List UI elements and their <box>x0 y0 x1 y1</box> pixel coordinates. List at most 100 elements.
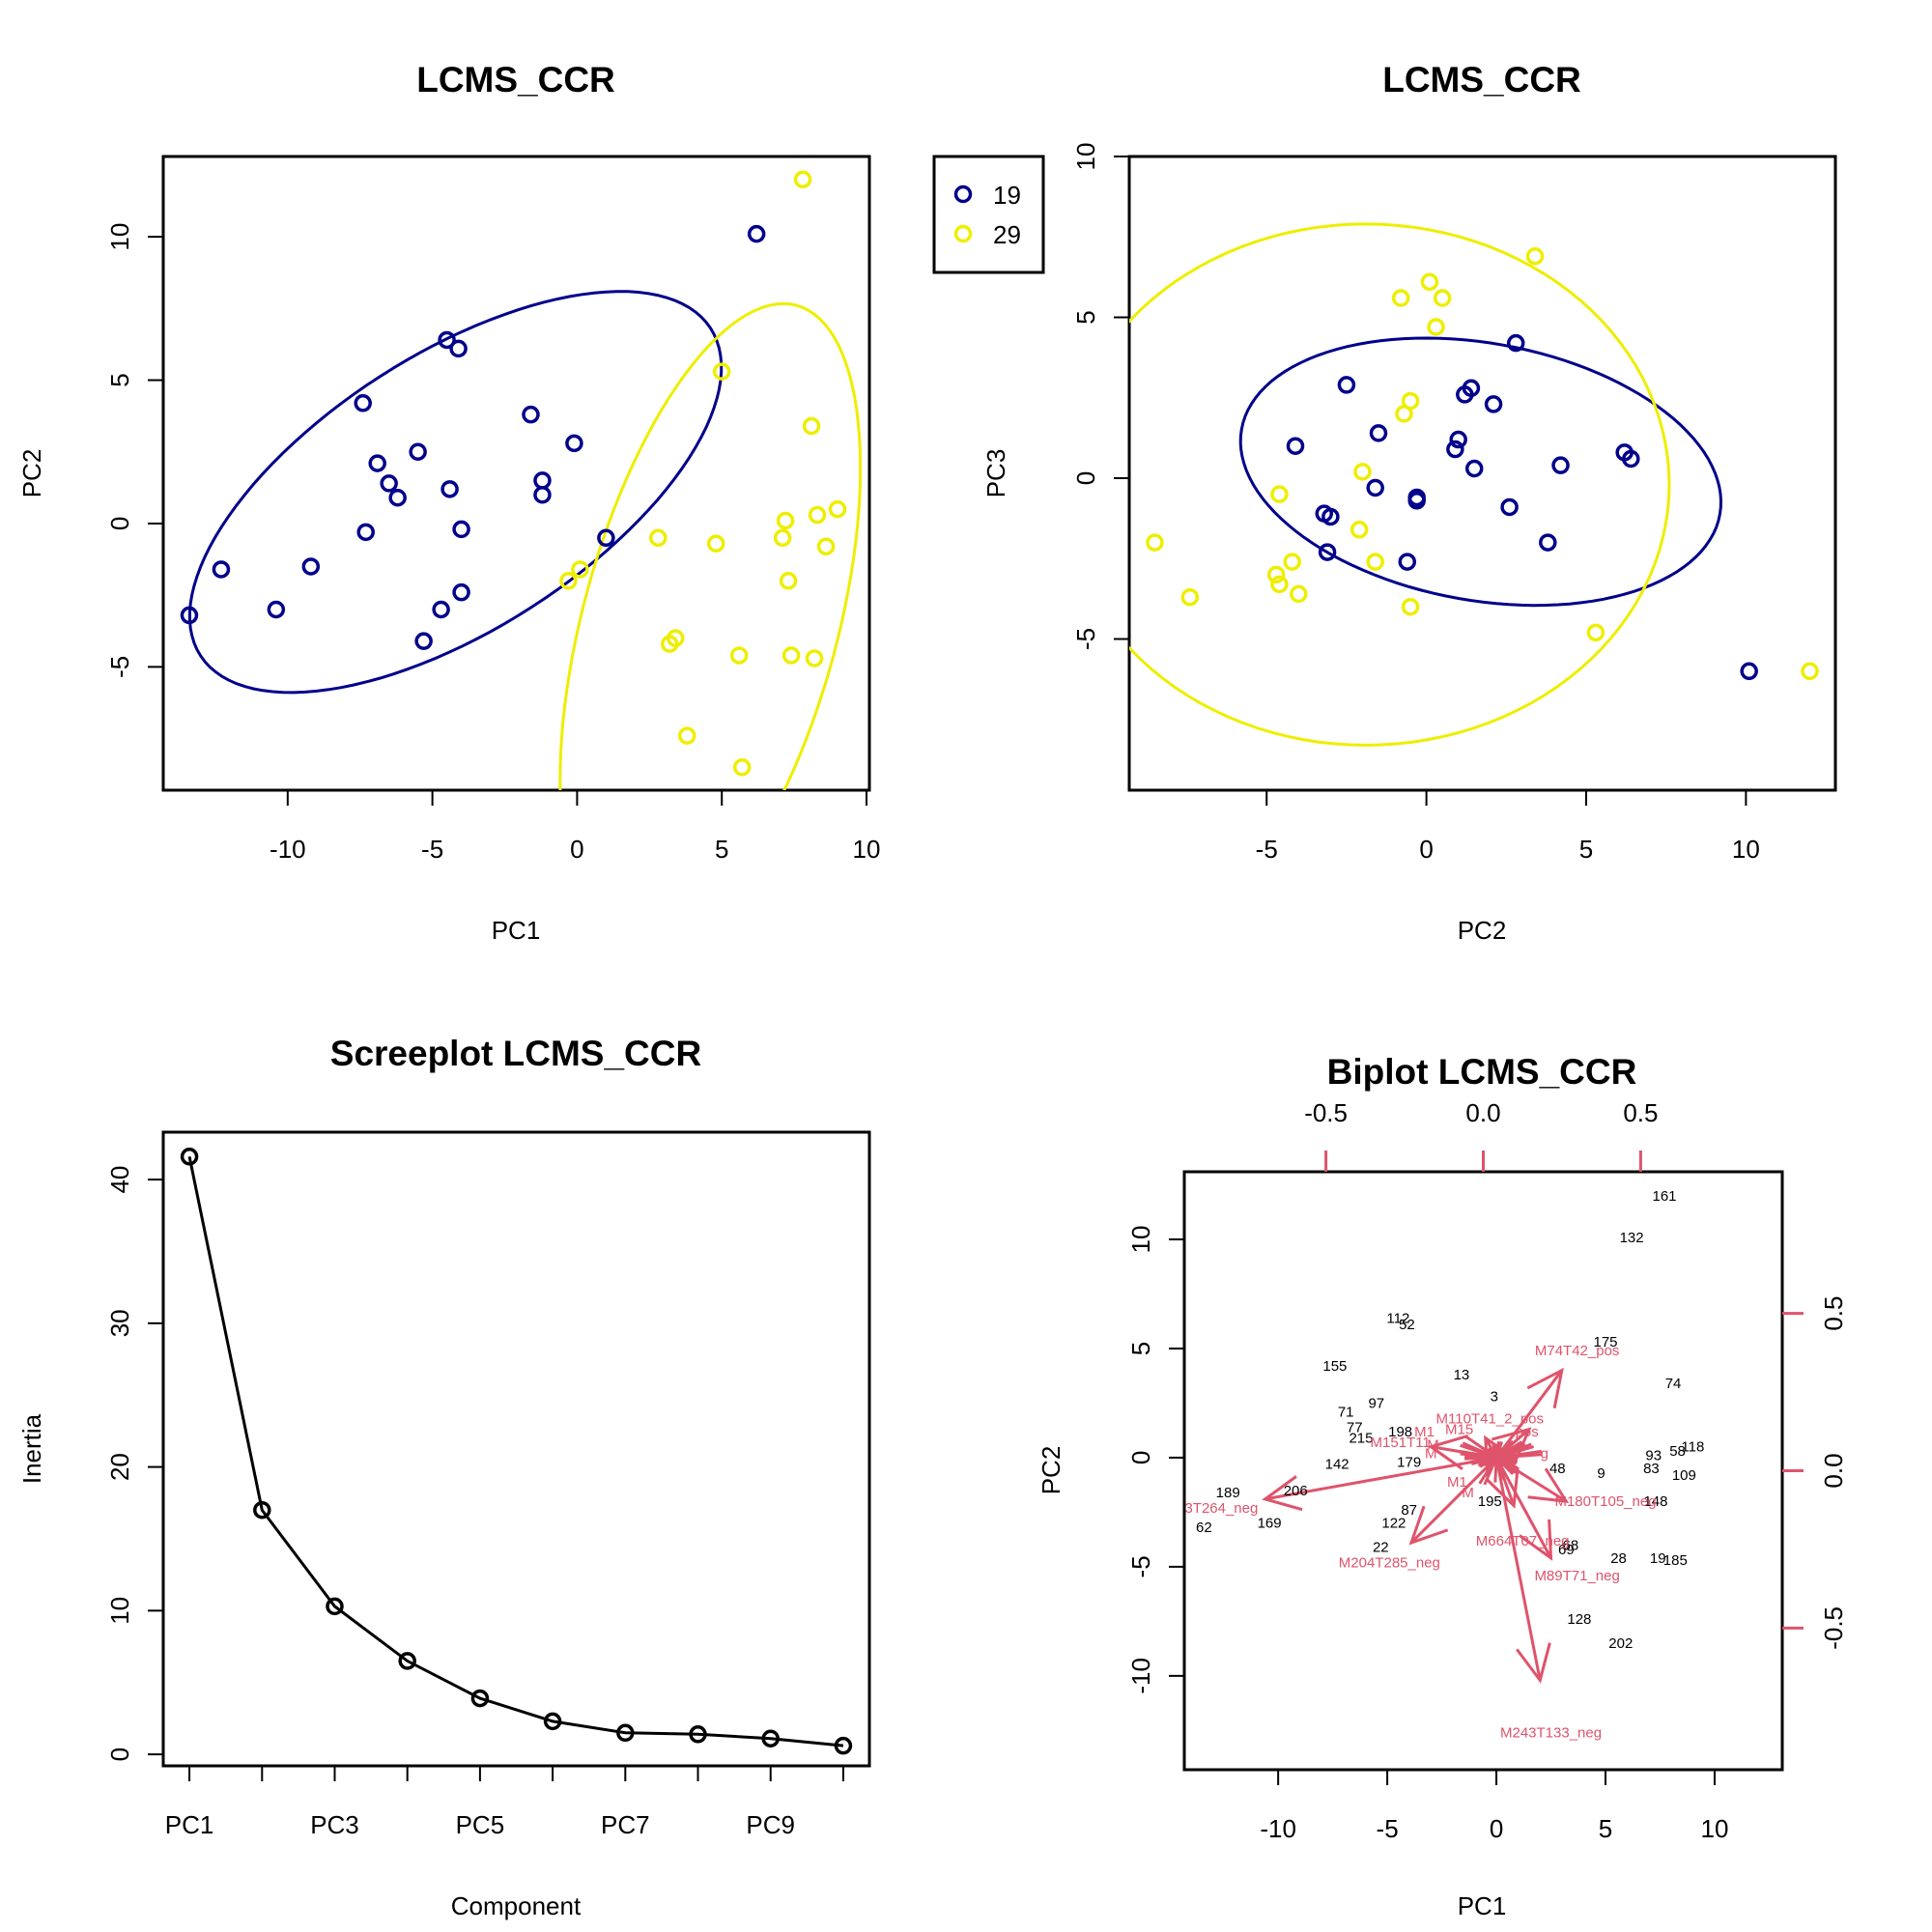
point-group-19 <box>301 557 321 576</box>
point-group-29 <box>779 572 798 590</box>
legend-box <box>932 155 1045 274</box>
legend-marker-29 <box>953 224 973 243</box>
scree-point-PC4 <box>398 1652 416 1670</box>
variable-label: pos <box>1516 1424 1539 1440</box>
sample-label: 3 <box>1491 1389 1498 1406</box>
loading-arrow-short <box>1494 1457 1506 1480</box>
p1-x-tick-label: -5 <box>421 835 443 864</box>
point-group-29 <box>678 726 696 745</box>
loading-arrow-head <box>1526 1367 1564 1409</box>
panel4-axes: -10 -5 0 5 10 -10 -5 0 5 10 <box>1126 1226 1728 1843</box>
sample-label: 161 <box>1652 1188 1676 1205</box>
scree-point-PC2 <box>253 1500 271 1520</box>
point-group-29 <box>1270 485 1289 503</box>
variable-label: M1 <box>1414 1424 1435 1440</box>
point-group-19 <box>409 442 427 461</box>
p4-x-tick-label: -5 <box>1377 1814 1399 1843</box>
point-group-29 <box>1420 272 1439 292</box>
point-group-29 <box>805 649 824 668</box>
loading-arrow-short <box>1495 1453 1543 1460</box>
loading-arrow-short <box>1495 1456 1517 1471</box>
p1-y-tick-label: 5 <box>105 373 134 386</box>
point-group-19 <box>1740 662 1758 681</box>
point-group-29 <box>781 646 801 665</box>
sample-label: 179 <box>1397 1454 1421 1470</box>
p1-x-tick-label: 5 <box>715 835 728 864</box>
p4-right-tick-label: -0.5 <box>1819 1606 1848 1650</box>
ellipse-group-29 <box>1129 222 1671 747</box>
point-group-29 <box>571 560 589 579</box>
point-group-19 <box>432 600 450 619</box>
point-group-19 <box>1484 395 1503 413</box>
point-group-19 <box>180 606 199 625</box>
variable-label: 3T264_neg <box>1184 1500 1258 1517</box>
sample-label: 9 <box>1597 1465 1605 1482</box>
loading-arrow-head <box>1519 1519 1553 1561</box>
point-group-19 <box>414 632 433 650</box>
sample-label: 87 <box>1401 1502 1417 1519</box>
sample-label: 77 <box>1347 1419 1363 1435</box>
panel1-y-label: PC2 <box>17 449 46 498</box>
point-group-29 <box>1586 623 1605 642</box>
point-group-19 <box>1446 440 1464 459</box>
point-group-29 <box>1391 289 1410 307</box>
p4-top-tick-label: 0.0 <box>1465 1098 1500 1127</box>
sample-label: 62 <box>1196 1520 1212 1536</box>
scree-point-PC8 <box>689 1725 707 1744</box>
point-group-19 <box>267 600 286 619</box>
panel4-x-label: PC1 <box>1458 1891 1507 1920</box>
sample-label: 19 <box>1650 1550 1666 1567</box>
panel1-ellipses <box>188 290 863 790</box>
legend-label-19: 19 <box>993 181 1021 210</box>
legend-marker-19 <box>953 185 973 204</box>
loading-arrow-head <box>1527 1467 1570 1503</box>
p2-y-tick-label: 0 <box>1071 471 1100 485</box>
panel2-title: LCMS_CCR <box>1382 60 1581 99</box>
panel4-y-label: PC2 <box>1037 1446 1065 1495</box>
p3-y-tick-label: 40 <box>105 1166 134 1194</box>
point-group-29 <box>816 537 836 555</box>
sample-label: 142 <box>1325 1457 1350 1473</box>
panel2-plot-frame <box>1127 155 1837 792</box>
p1-x-tick-label: -10 <box>270 835 306 864</box>
panel3-title: Screeplot LCMS_CCR <box>330 1034 701 1073</box>
variable-label: M180T105_neg <box>1554 1493 1656 1510</box>
sample-label: 155 <box>1322 1358 1347 1375</box>
p1-y-tick-label: 0 <box>105 517 134 530</box>
sample-label: 175 <box>1593 1334 1617 1350</box>
sample-label: 109 <box>1672 1467 1696 1484</box>
panel4-loading-arrows <box>1262 1367 1570 1684</box>
p4-y-tick-label: 0 <box>1126 1451 1155 1464</box>
sample-label: 71 <box>1338 1405 1354 1421</box>
sample-label: 128 <box>1567 1611 1591 1628</box>
point-group-19 <box>1539 533 1557 552</box>
point-group-29 <box>793 170 812 188</box>
panel4-title: Biplot LCMS_CCR <box>1327 1052 1637 1092</box>
loading-arrow-head <box>1491 1427 1532 1465</box>
sample-label: 215 <box>1349 1431 1373 1447</box>
panel1-plot-frame <box>161 155 871 792</box>
point-group-29 <box>808 505 827 525</box>
scree-point-PC3 <box>326 1597 344 1616</box>
p1-y-tick-label: 10 <box>105 223 134 251</box>
point-group-29 <box>712 362 731 381</box>
variable-label: M15 <box>1445 1422 1473 1438</box>
p3-y-tick-label: 0 <box>105 1747 134 1761</box>
sample-label: 28 <box>1610 1550 1627 1567</box>
panel3-axes: PC1 PC3 PC5 PC7 PC9 0 10 20 30 40 <box>105 1166 844 1839</box>
loading-arrow-short <box>1493 1457 1498 1483</box>
p1-y-tick-label: -5 <box>105 656 134 678</box>
variable-label: M1 <box>1447 1474 1467 1491</box>
sample-label: 74 <box>1665 1376 1682 1392</box>
point-group-29 <box>667 629 685 647</box>
point-group-29 <box>1366 553 1384 571</box>
p4-y-tick-label: 10 <box>1126 1226 1155 1254</box>
panel-pc1-pc2: LCMS_CCR -10 -5 0 5 10 -5 0 5 10 PC1 PC2 <box>17 60 880 945</box>
p3-x-tick-label: PC1 <box>165 1810 214 1839</box>
point-group-19 <box>438 330 456 350</box>
point-group-19 <box>452 520 470 539</box>
point-group-19 <box>1321 507 1340 526</box>
sample-label: 83 <box>1643 1461 1660 1477</box>
p4-x-tick-label: 0 <box>1490 1814 1503 1843</box>
